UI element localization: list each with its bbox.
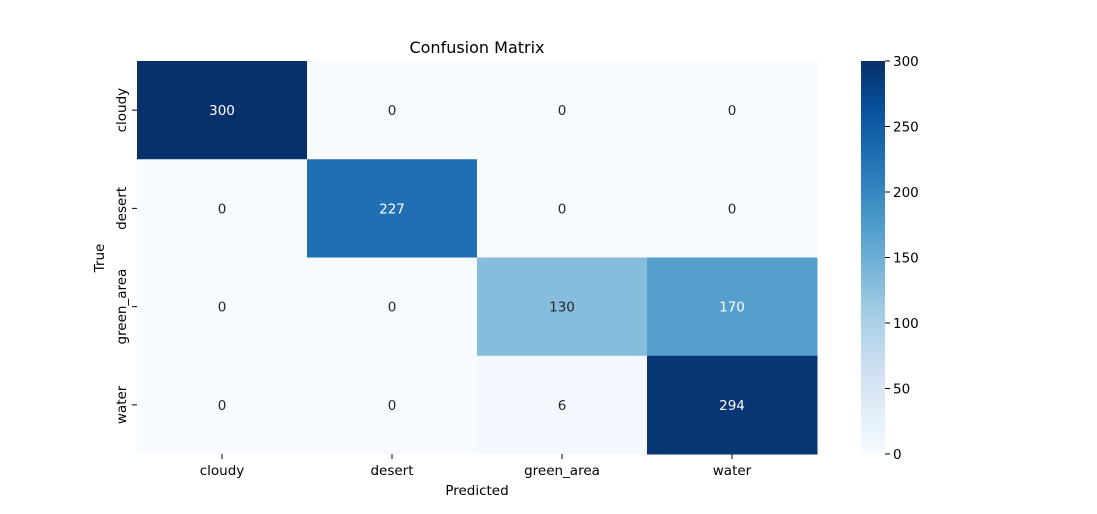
cell-value-label: 130: [549, 300, 575, 316]
colorbar-tick-label: 200: [893, 185, 919, 201]
cell-value-label: 0: [728, 201, 737, 217]
heatmap-cell: [137, 355, 308, 455]
cell-value-label: 0: [218, 300, 227, 316]
x-tick-label: water: [713, 463, 752, 479]
x-tick-label: desert: [370, 463, 413, 479]
cell-value-label: 0: [558, 103, 567, 119]
heatmap-cell: [647, 257, 818, 357]
y-axis-label: True: [92, 244, 108, 274]
cell-value-label: 0: [388, 398, 397, 414]
cell-value-label: 227: [379, 201, 405, 217]
cell-value-label: 0: [728, 103, 737, 119]
cell-value-label: 0: [388, 300, 397, 316]
heatmap-cell: [647, 61, 818, 160]
heatmap-cell: [137, 159, 308, 258]
y-tick-label: cloudy: [114, 88, 130, 133]
heatmap-cell: [307, 257, 478, 357]
cell-value-label: 170: [719, 300, 745, 316]
cell-value-label: 6: [558, 398, 567, 414]
heatmap-cell: [647, 159, 818, 258]
x-axis-ticks: cloudy desert green_area water: [200, 454, 752, 479]
colorbar-tick-label: 250: [893, 120, 919, 136]
y-tick-label: green_area: [114, 269, 130, 345]
heatmap-cell: [307, 355, 478, 455]
heatmap-cell: [477, 61, 648, 160]
heatmap-cell: [137, 257, 308, 357]
heatmap-cells: [137, 61, 818, 455]
colorbar-gradient: [861, 61, 885, 454]
heatmap-cell: [477, 257, 648, 357]
y-tick-label: water: [114, 385, 130, 424]
chart-title: Confusion Matrix: [409, 38, 544, 57]
colorbar-tick-label: 0: [893, 447, 902, 463]
heatmap-cell: [307, 61, 478, 160]
colorbar-tick-label: 100: [893, 316, 919, 332]
colorbar: 0 50 100 150 200 250 300: [861, 54, 919, 463]
heatmap-cell: [307, 159, 478, 258]
cell-value-labels: 300 0 0 0 0 227 0 0 0 0 130 170 0 0 6 294: [209, 103, 745, 414]
colorbar-tick-label: 150: [893, 251, 919, 267]
cell-value-label: 0: [558, 201, 567, 217]
cell-value-label: 0: [388, 103, 397, 119]
x-tick-label: cloudy: [200, 463, 245, 479]
heatmap-cell: [647, 355, 818, 455]
heatmap-cell: [477, 355, 648, 455]
cell-value-label: 300: [209, 103, 235, 119]
colorbar-tick-label: 50: [893, 382, 910, 398]
colorbar-ticks: 0 50 100 150 200 250 300: [885, 54, 919, 463]
y-tick-label: desert: [114, 187, 130, 230]
cell-value-label: 294: [719, 398, 745, 414]
x-tick-label: green_area: [524, 463, 600, 479]
heatmap-cell: [137, 61, 308, 160]
heatmap-cell: [477, 159, 648, 258]
x-axis-label: Predicted: [445, 483, 508, 499]
colorbar-tick-label: 300: [893, 54, 919, 70]
cell-value-label: 0: [218, 398, 227, 414]
cell-value-label: 0: [218, 201, 227, 217]
